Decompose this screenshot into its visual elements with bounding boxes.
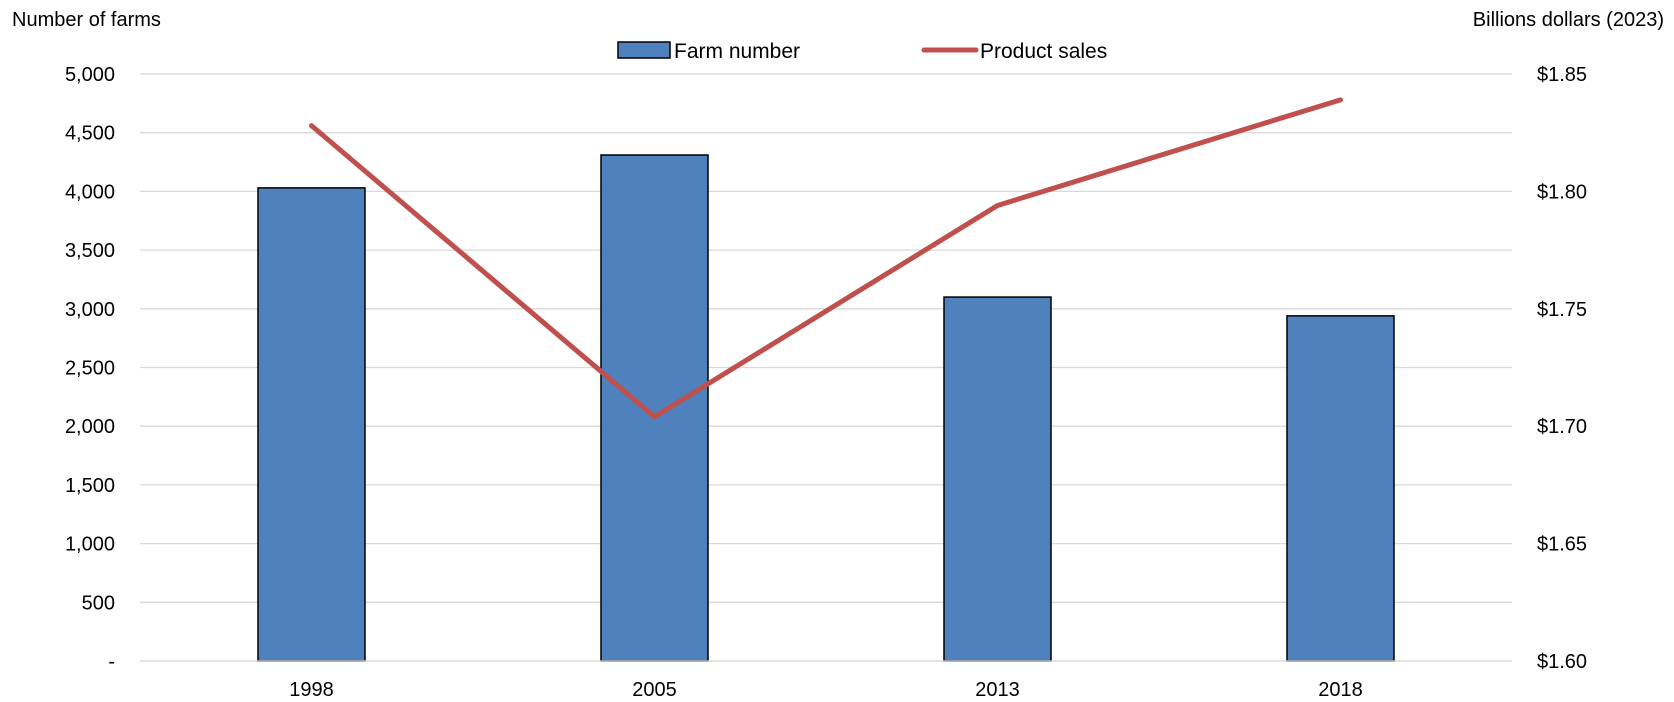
left-axis-tick-label: - — [108, 651, 115, 673]
x-axis-tick-label: 1998 — [289, 679, 334, 701]
right-axis-tick-label: $1.75 — [1537, 299, 1587, 321]
product-sales-line-group — [309, 97, 1343, 420]
bar-farm-number-2013 — [943, 296, 1052, 662]
right-axis-tick-label: $1.85 — [1537, 64, 1587, 86]
x-axis-tick-label: 2005 — [632, 679, 677, 701]
right-axis-tick-label: $1.65 — [1537, 534, 1587, 556]
left-axis-tick-label: 4,000 — [65, 181, 115, 203]
farm-number-bars — [257, 154, 1395, 662]
left-axis-tick-label: 3,000 — [65, 299, 115, 321]
bar-farm-number-2018 — [1286, 315, 1395, 662]
right-axis-tick-label: $1.60 — [1537, 651, 1587, 673]
left-axis-tick-label: 5,000 — [65, 64, 115, 86]
bar-farm-number-2005 — [600, 154, 709, 662]
gridlines — [140, 73, 1512, 662]
x-axis-tick-label: 2013 — [975, 679, 1020, 701]
legend-product-sales-label: Product sales — [980, 40, 1107, 63]
left-axis-tick-label: 4,500 — [65, 123, 115, 145]
legend-farm-number-label: Farm number — [674, 40, 800, 63]
right-axis-tick-label: $1.80 — [1537, 181, 1587, 203]
left-axis-tick-label: 2,500 — [65, 358, 115, 380]
left-axis-tick-label: 1,000 — [65, 534, 115, 556]
right-axis-tick-label: $1.70 — [1537, 416, 1587, 438]
left-axis-tick-label: 2,000 — [65, 416, 115, 438]
right-axis-title: Billions dollars (2023) — [1473, 9, 1664, 31]
right-axis-ticks: $1.60 $1.65 $1.70 $1.75 $1.80 $1.85 — [1537, 64, 1587, 673]
left-axis-tick-label: 3,500 — [65, 240, 115, 262]
legend-farm-number-swatch — [617, 41, 671, 59]
legend: Farm number Product sales — [617, 40, 1107, 63]
bar-farm-number-1998 — [257, 187, 366, 662]
x-axis-ticks: 1998 2005 2013 2018 — [140, 660, 1512, 701]
product-sales-line — [309, 97, 1343, 420]
x-axis-tick-label: 2018 — [1318, 679, 1363, 701]
left-axis-title: Number of farms — [12, 9, 161, 31]
left-axis-tick-label: 500 — [82, 592, 115, 614]
left-axis-ticks: - 500 1,000 1,500 2,000 2,500 3,000 3,500 4,000 4… — [65, 64, 115, 673]
left-axis-tick-label: 1,500 — [65, 475, 115, 497]
